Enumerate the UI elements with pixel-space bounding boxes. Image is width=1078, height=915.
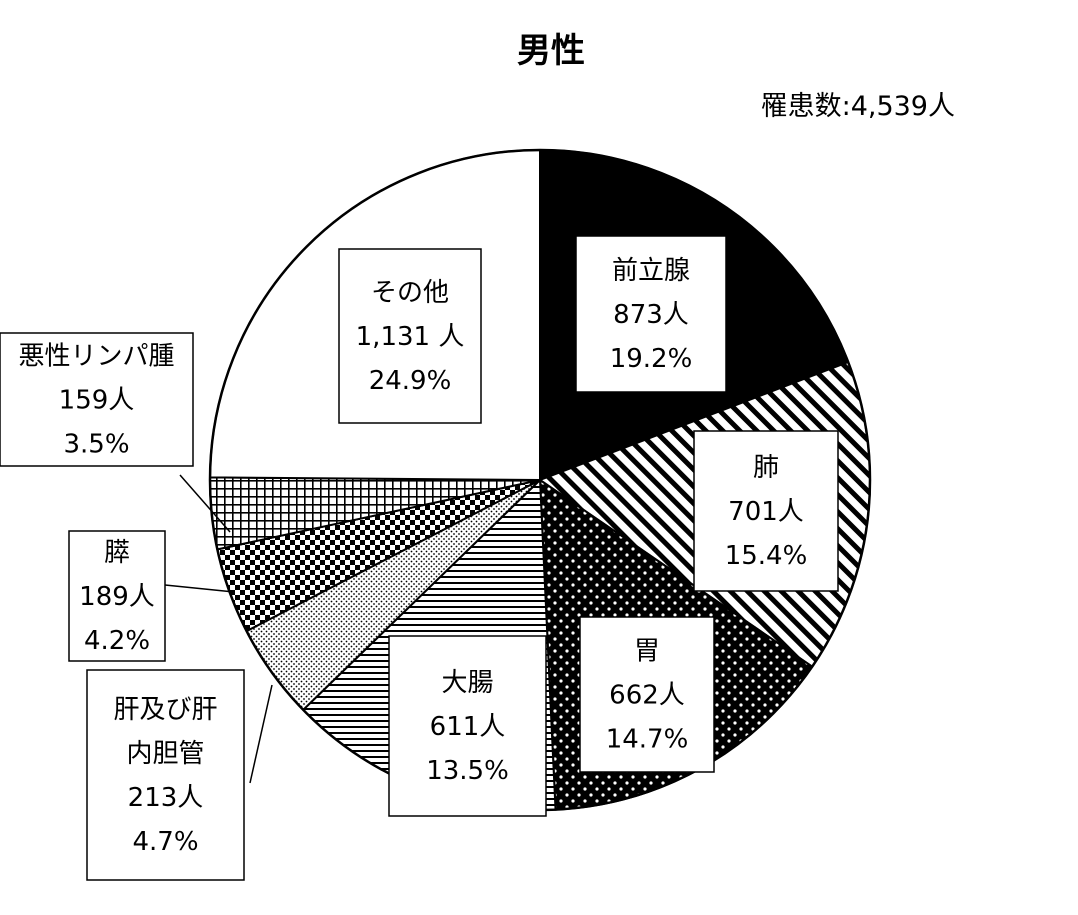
- slice-count: 213人: [128, 783, 204, 813]
- slice-percent: 14.7%: [606, 725, 689, 755]
- slice-label-4: 大腸 611人 13.5%: [388, 635, 547, 817]
- slice-count: 611人: [430, 712, 506, 742]
- slice-name: 肺: [753, 453, 779, 483]
- slice-count: 701人: [728, 497, 804, 527]
- slice-labels: 前立腺 873人 19.2% 肺 701人 15.4% 胃 662人 14.7% 大腸 611人 13…: [0, 235, 839, 881]
- label-box: [388, 635, 547, 817]
- slice-label-3: 胃 662人 14.7%: [579, 616, 715, 773]
- slice-count: 159人: [59, 386, 135, 416]
- total-count-label: 罹患数:4,539人: [761, 91, 955, 122]
- leader-line-6: [164, 584, 235, 593]
- slice-label-1: 前立腺 873人 19.2%: [575, 235, 727, 393]
- slice-count: 662人: [609, 681, 685, 711]
- slice-percent: 13.5%: [426, 756, 509, 786]
- slice-label-6: 膵 189人 4.2%: [68, 530, 166, 662]
- chart-title: 男性: [517, 31, 585, 71]
- slice-label-8: その他 1,131 人 24.9%: [338, 248, 482, 424]
- slice-percent: 24.9%: [369, 366, 452, 396]
- slice-percent: 3.5%: [63, 430, 129, 460]
- label-box: [575, 235, 727, 393]
- slice-name: 大腸: [441, 668, 493, 698]
- label-box: [86, 669, 245, 881]
- leader-line-5: [249, 684, 273, 784]
- slice-count: 189人: [79, 582, 155, 612]
- slice-name: 悪性リンパ腫: [18, 342, 174, 372]
- label-box: [0, 332, 194, 467]
- slice-percent: 19.2%: [610, 344, 693, 374]
- label-box: [579, 616, 715, 773]
- slice-name: 胃: [634, 637, 660, 667]
- slice-percent: 4.7%: [132, 827, 198, 857]
- slice-count: 1,131 人: [356, 322, 465, 352]
- slice-name: 内胆管: [126, 739, 204, 769]
- slice-name: 前立腺: [612, 256, 690, 286]
- slice-percent: 15.4%: [725, 541, 808, 571]
- slice-count: 873人: [613, 300, 689, 330]
- label-box: [693, 430, 839, 592]
- slice-name: 肝及び肝: [113, 695, 217, 725]
- slice-label-7: 悪性リンパ腫 159人 3.5%: [0, 332, 194, 467]
- slice-name: その他: [371, 278, 449, 308]
- slice-name: 膵: [104, 538, 130, 568]
- slice-percent: 4.2%: [84, 626, 150, 656]
- slice-label-2: 肺 701人 15.4%: [693, 430, 839, 592]
- label-box: [338, 248, 482, 424]
- leader-lines: [164, 474, 273, 784]
- leader-line-7: [179, 474, 231, 533]
- label-box: [68, 530, 166, 662]
